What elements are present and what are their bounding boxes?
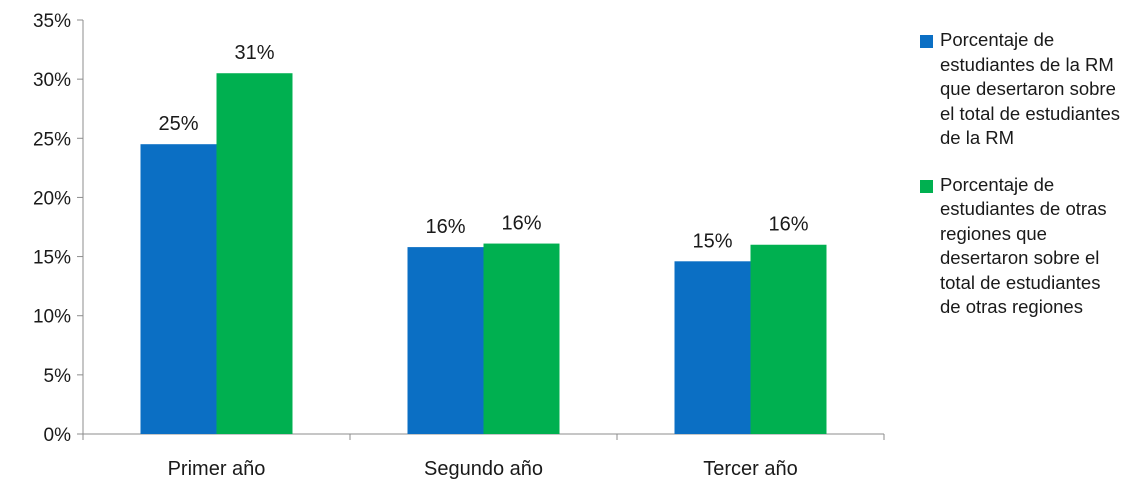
- data-labels-group: 25% 31% 16% 16% 15% 16%: [158, 42, 808, 252]
- y-tick-label: 0%: [44, 425, 72, 446]
- x-category-label: Tercer año: [703, 458, 798, 480]
- data-label: 25%: [158, 113, 198, 135]
- legend-label-otras-regiones: Porcentaje de estudiantes de otras regio…: [940, 173, 1107, 318]
- bar-series-2: [483, 243, 560, 434]
- y-tick-label: 5%: [44, 366, 72, 387]
- legend-swatch-rm: [920, 35, 933, 48]
- x-axis: Primer año Segundo año Tercer año: [82, 433, 885, 480]
- data-label: 16%: [425, 216, 465, 238]
- y-tick-label: 25%: [33, 129, 71, 150]
- legend-item-otras-regiones: Porcentaje de estudiantes de otras regio…: [916, 173, 1121, 320]
- data-label: 16%: [768, 214, 808, 236]
- legend-swatch-otras-regiones: [920, 179, 933, 193]
- y-tick-label: 20%: [33, 188, 71, 209]
- bar-series-2: [750, 244, 827, 434]
- y-tick-label: 10%: [33, 307, 71, 328]
- data-label: 16%: [501, 213, 541, 235]
- y-tick-label: 30%: [33, 70, 71, 91]
- x-category-label: Segundo año: [424, 458, 543, 480]
- y-tick-label: 15%: [33, 248, 71, 269]
- legend-label-rm: Porcentaje de estudiantes de la RM que d…: [940, 29, 1120, 148]
- x-category-label: Primer año: [168, 458, 266, 480]
- y-tick-label: 35%: [33, 11, 71, 32]
- bar-series-1: [140, 144, 217, 434]
- bars-group: [140, 73, 827, 434]
- bar-series-2: [216, 73, 293, 434]
- bar-series-1: [407, 247, 484, 434]
- y-axis: 0% 5% 10% 15% 20% 25% 30% 35%: [33, 11, 84, 446]
- data-label: 15%: [692, 230, 732, 252]
- legend-item-rm: Porcentaje de estudiantes de la RM que d…: [916, 28, 1121, 151]
- data-label: 31%: [234, 42, 274, 64]
- legend: Porcentaje de estudiantes de la RM que d…: [916, 28, 1121, 320]
- bar-series-1: [674, 261, 751, 434]
